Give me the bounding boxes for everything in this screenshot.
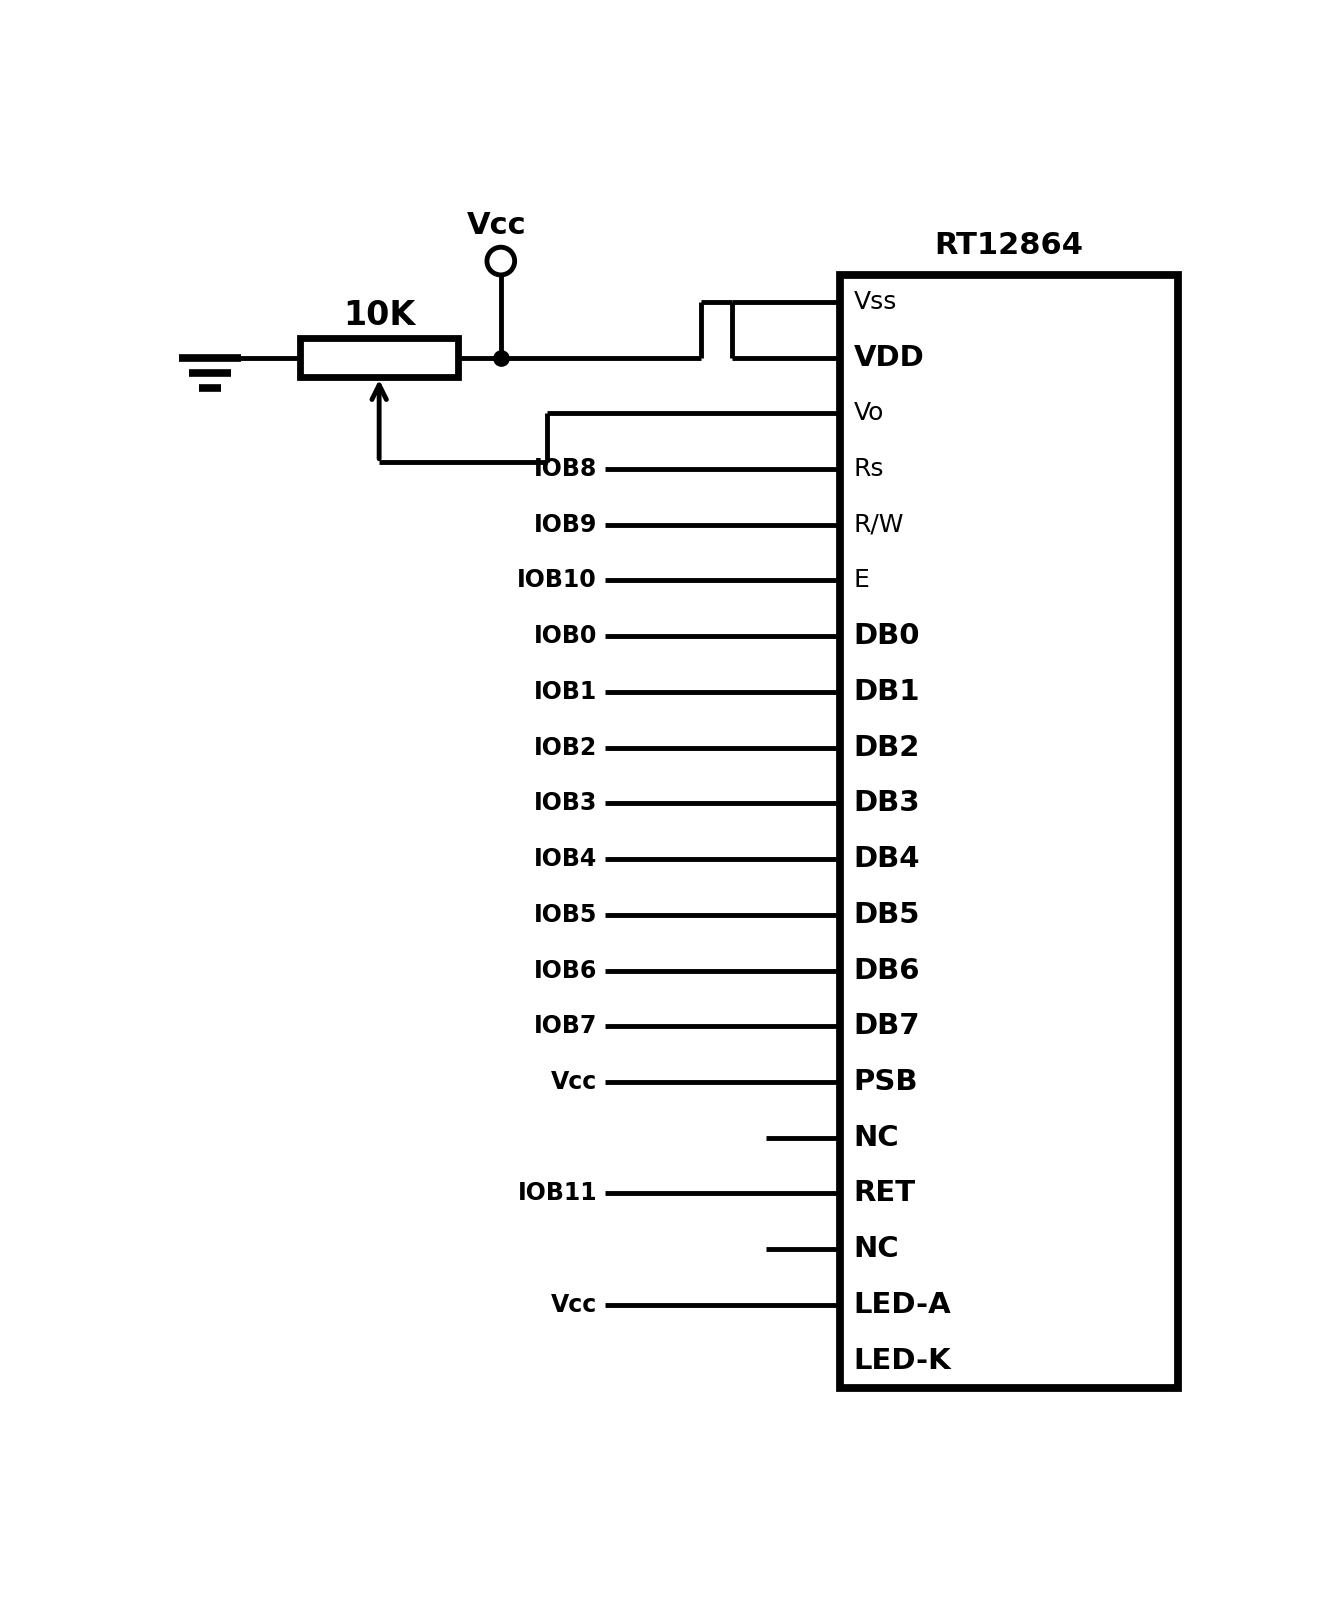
Text: IOB6: IOB6 xyxy=(534,959,598,983)
Text: IOB11: IOB11 xyxy=(518,1181,598,1205)
Text: RET: RET xyxy=(853,1179,916,1208)
Text: LED-A: LED-A xyxy=(853,1291,952,1318)
Text: LED-K: LED-K xyxy=(853,1347,952,1374)
Text: Vss: Vss xyxy=(853,289,897,313)
Text: DB5: DB5 xyxy=(853,901,920,928)
Text: R/W: R/W xyxy=(853,513,904,537)
Text: DB1: DB1 xyxy=(853,678,920,706)
Text: NC: NC xyxy=(853,1235,898,1262)
Text: DB3: DB3 xyxy=(853,789,920,818)
Text: NC: NC xyxy=(853,1123,898,1152)
Text: E: E xyxy=(853,569,869,593)
Text: Vcc: Vcc xyxy=(551,1293,598,1317)
Text: DB6: DB6 xyxy=(853,957,920,984)
Text: DB4: DB4 xyxy=(853,845,920,873)
Text: PSB: PSB xyxy=(853,1067,918,1096)
Text: IOB1: IOB1 xyxy=(534,679,598,705)
Text: Rs: Rs xyxy=(853,457,884,481)
Text: Vo: Vo xyxy=(853,401,884,425)
Bar xyxy=(840,275,1178,1387)
Text: IOB4: IOB4 xyxy=(534,847,598,871)
Text: VDD: VDD xyxy=(853,344,924,372)
Text: RT12864: RT12864 xyxy=(934,230,1083,259)
Text: IOB9: IOB9 xyxy=(534,513,598,537)
Text: Vcc: Vcc xyxy=(467,211,527,240)
Text: IOB10: IOB10 xyxy=(518,569,598,593)
Text: IOB2: IOB2 xyxy=(534,735,598,759)
Text: DB7: DB7 xyxy=(853,1012,920,1040)
Text: Vcc: Vcc xyxy=(551,1071,598,1095)
Text: IOB5: IOB5 xyxy=(534,903,598,927)
Text: DB2: DB2 xyxy=(853,733,920,762)
Text: IOB7: IOB7 xyxy=(534,1015,598,1039)
Text: 10K: 10K xyxy=(343,299,415,332)
Text: DB0: DB0 xyxy=(853,622,920,650)
Text: IOB3: IOB3 xyxy=(534,791,598,815)
Bar xyxy=(301,339,458,377)
Text: IOB8: IOB8 xyxy=(534,457,598,481)
Text: IOB0: IOB0 xyxy=(534,625,598,649)
